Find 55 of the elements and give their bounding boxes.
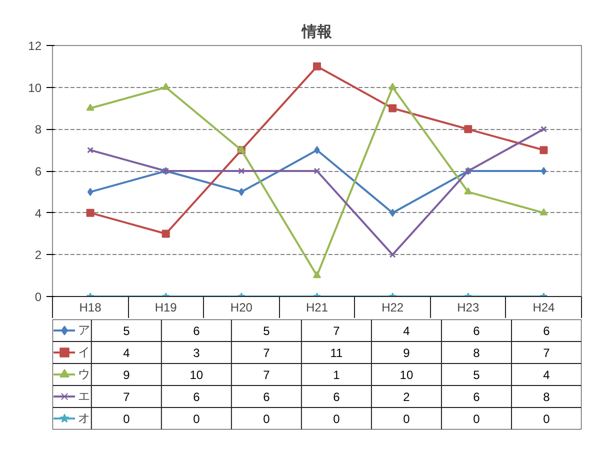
data-label: 7: [543, 346, 550, 360]
x-tick-label: H18: [79, 300, 102, 314]
data-label: 4: [403, 324, 410, 338]
y-tick-label: 12: [28, 39, 42, 53]
y-tick-label: 6: [34, 164, 42, 178]
data-label: 7: [123, 390, 130, 404]
data-label: 3: [193, 346, 200, 360]
y-tick-label: 0: [34, 290, 42, 304]
data-label: 0: [403, 412, 410, 426]
data-label: 4: [123, 346, 130, 360]
data-label: 5: [473, 368, 480, 382]
legend-label: エ: [78, 388, 91, 404]
data-label: 0: [333, 412, 340, 426]
data-label: 6: [263, 390, 270, 404]
x-tick-label: H21: [306, 300, 328, 314]
data-label: 5: [263, 324, 270, 338]
x-tick-label: H22: [382, 300, 404, 314]
y-tick-label: 8: [34, 122, 42, 137]
data-label: 6: [193, 390, 200, 404]
data-label: 9: [403, 346, 410, 360]
data-label: 4: [543, 368, 550, 382]
data-label: 11: [330, 346, 344, 360]
legend-label: オ: [78, 410, 91, 426]
data-label: 10: [190, 368, 204, 382]
data-label: 6: [333, 390, 340, 404]
x-tick-label: H20: [230, 300, 253, 314]
data-label: 9: [123, 368, 130, 382]
y-tick-label: 10: [28, 80, 42, 95]
legend-label: ウ: [78, 366, 91, 382]
x-tick-label: H24: [532, 300, 556, 314]
data-label: 7: [333, 324, 340, 338]
x-tick-label: H19: [154, 300, 178, 314]
legend-label: ア: [78, 322, 91, 338]
data-label: 0: [123, 412, 130, 426]
data-label: 7: [263, 368, 270, 382]
data-label: 8: [543, 390, 550, 404]
y-tick-label: 4: [34, 206, 42, 220]
y-tick-label: 2: [34, 248, 42, 262]
chart-title: 情報: [301, 24, 333, 40]
data-label: 6: [193, 324, 200, 338]
data-label: 1: [333, 368, 340, 382]
data-label: 0: [473, 412, 480, 426]
data-label: 0: [263, 412, 270, 426]
data-label: 6: [473, 324, 480, 338]
data-label: 6: [543, 324, 550, 338]
data-label: 5: [123, 324, 130, 338]
data-label: 2: [403, 390, 410, 404]
data-label: 7: [263, 346, 270, 360]
legend-label: イ: [78, 344, 91, 360]
data-label: 0: [543, 412, 550, 426]
data-label: 6: [473, 390, 480, 404]
x-tick-label: H23: [457, 300, 480, 314]
data-label: 10: [400, 368, 414, 382]
data-label: 8: [473, 346, 480, 360]
data-label: 0: [193, 412, 200, 426]
